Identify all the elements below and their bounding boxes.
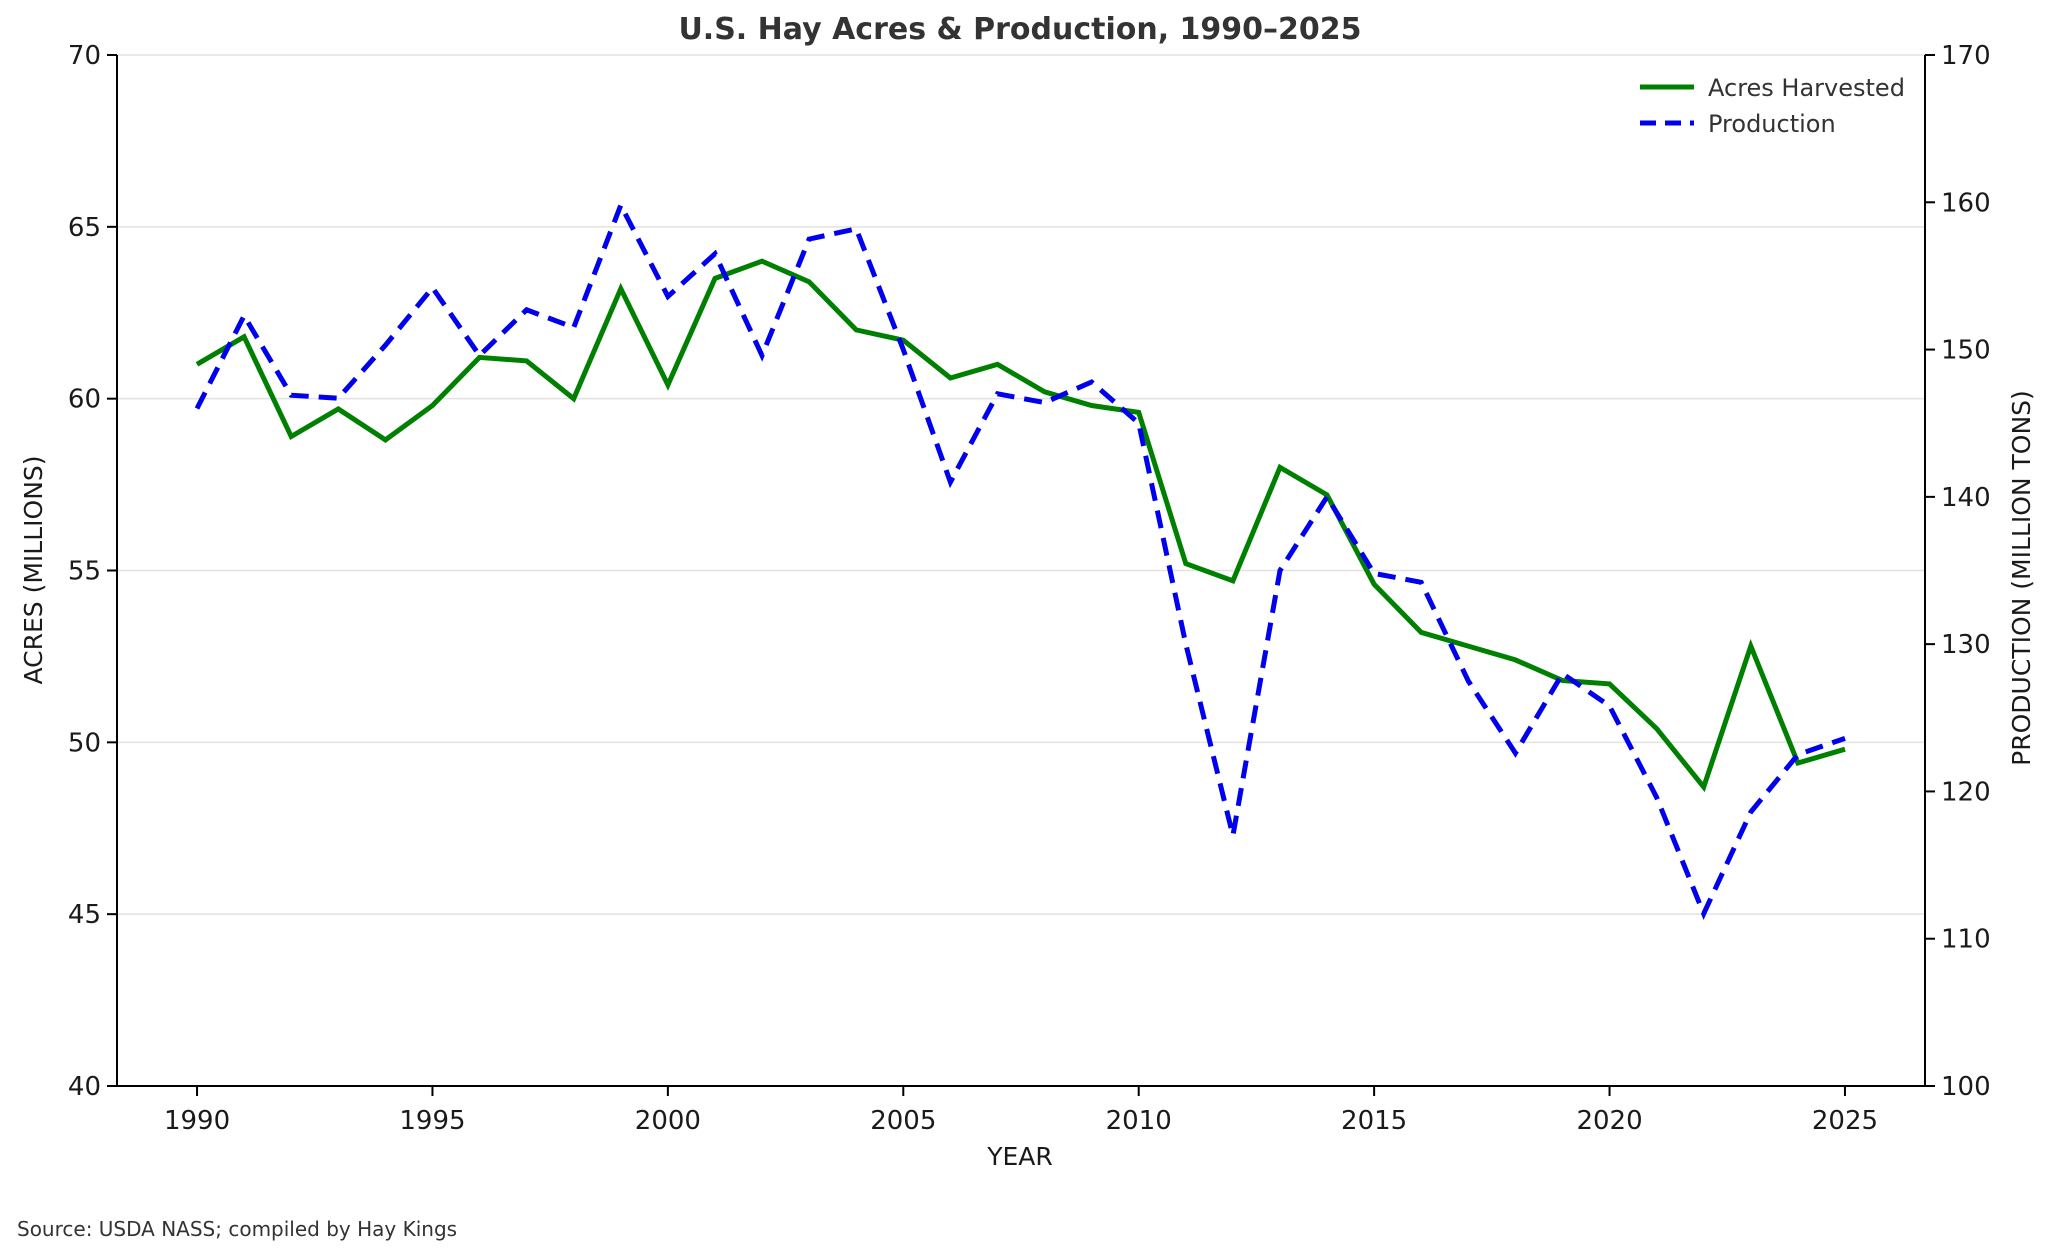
y-left-tick-label-55: 55: [68, 557, 101, 587]
y-left-tick-label-60: 60: [68, 385, 101, 415]
x-tick-label-2015: 2015: [1341, 1106, 1407, 1136]
series-line-production: [194, 199, 1846, 920]
x-tick-label-2010: 2010: [1106, 1106, 1172, 1136]
y-right-tick-label-150: 150: [1941, 336, 1991, 366]
source-note: Source: USDA NASS; compiled by Hay Kings: [17, 1217, 457, 1241]
chart-title: U.S. Hay Acres & Production, 1990–2025: [678, 12, 1361, 47]
y-right-tick-label-130: 130: [1941, 630, 1991, 660]
x-tick-label-2000: 2000: [635, 1106, 701, 1136]
x-tick-label-2005: 2005: [870, 1106, 936, 1136]
plot-series: [194, 199, 1846, 920]
y-right-tick-label-100: 100: [1941, 1072, 1991, 1102]
y-left-tick-label-65: 65: [68, 213, 101, 243]
y-right-tick-label-170: 170: [1941, 41, 1991, 71]
legend-label-acres: Acres Harvested: [1708, 74, 1905, 102]
tick-marks: 40 45 50 55 60 65 70 100 110 120 130 140 150 160 170 19…: [68, 41, 1991, 1136]
y-left-tick-label-45: 45: [68, 900, 101, 930]
y-right-tick-label-160: 160: [1941, 188, 1991, 218]
x-tick-label-1995: 1995: [399, 1106, 465, 1136]
legend-label-production: Production: [1708, 110, 1836, 138]
y-right-tick-label-140: 140: [1941, 483, 1991, 513]
x-tick-label-2025: 2025: [1812, 1106, 1878, 1136]
y-left-tick-label-70: 70: [68, 41, 101, 71]
y-left-tick-label-40: 40: [68, 1072, 101, 1102]
legend: Acres Harvested Production: [1640, 74, 1905, 138]
y-right-tick-label-120: 120: [1941, 777, 1991, 807]
gridlines: [117, 54, 1925, 915]
y-axis-right-label: PRODUCTION (MILLION TONS): [2007, 390, 2036, 766]
x-axis-label: YEAR: [986, 1142, 1053, 1171]
y-axis-left-label: ACRES (MILLIONS): [19, 455, 48, 684]
x-tick-label-2020: 2020: [1576, 1106, 1642, 1136]
y-left-tick-label-50: 50: [68, 728, 101, 758]
y-right-tick-label-110: 110: [1941, 925, 1991, 955]
x-tick-label-1990: 1990: [164, 1106, 230, 1136]
